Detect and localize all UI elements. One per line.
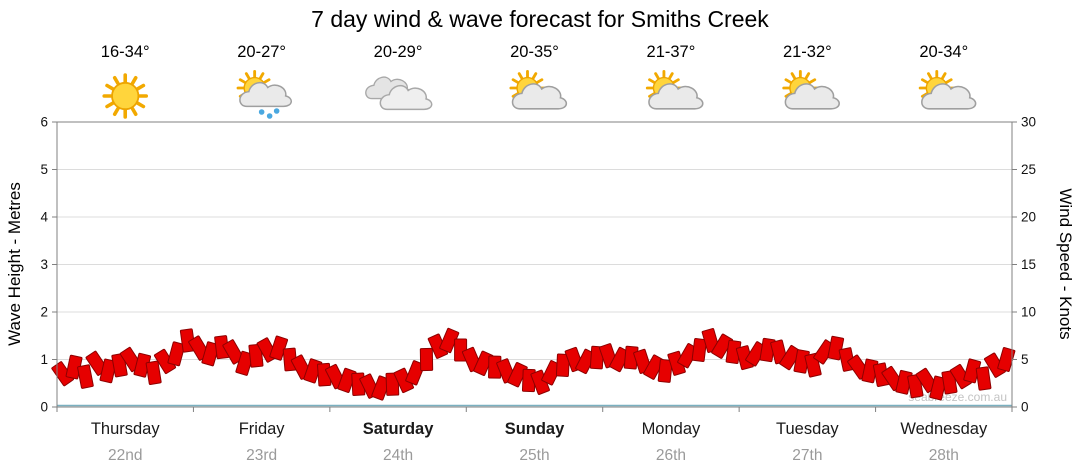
weather-icon-sun-cloud bbox=[509, 69, 568, 110]
chart-title: 7 day wind & wave forecast for Smiths Cr… bbox=[311, 6, 769, 32]
right-tick-label: 0 bbox=[1021, 400, 1029, 415]
raindrop-shape bbox=[273, 108, 280, 114]
cloud-shape bbox=[379, 84, 433, 111]
day-date-label: 27th bbox=[792, 447, 822, 464]
cloud-shape bbox=[511, 83, 568, 110]
wind-barb bbox=[77, 364, 94, 389]
wind-barb bbox=[711, 333, 734, 359]
left-tick-label: 5 bbox=[40, 162, 48, 177]
day-date-label: 26th bbox=[656, 447, 686, 464]
temperature-label: 21-32° bbox=[783, 43, 832, 61]
watermark: seabreeze.com.au bbox=[908, 390, 1007, 404]
day-name-label: Sunday bbox=[505, 420, 565, 438]
wind-barb bbox=[405, 360, 426, 386]
wind-barb bbox=[975, 366, 992, 391]
left-tick-label: 4 bbox=[40, 210, 48, 225]
sun-shape bbox=[102, 73, 149, 119]
day-name-label: Saturday bbox=[363, 420, 434, 438]
weather-icon-sun-cloud bbox=[645, 69, 704, 110]
day-name-label: Thursday bbox=[91, 420, 161, 438]
day-date-label: 28th bbox=[929, 447, 959, 464]
wind-barb bbox=[145, 360, 162, 385]
temperature-label: 20-34° bbox=[919, 43, 968, 61]
left-tick-label: 3 bbox=[40, 257, 48, 272]
wind-barb bbox=[99, 358, 117, 384]
weather-icon-sunny bbox=[102, 73, 149, 119]
cloud-shape bbox=[784, 83, 840, 110]
temperature-label: 20-35° bbox=[510, 43, 559, 61]
day-date-label: 25th bbox=[519, 447, 549, 464]
right-tick-label: 30 bbox=[1021, 115, 1036, 130]
wind-barb-series bbox=[51, 327, 1016, 401]
wind-barb bbox=[235, 350, 254, 376]
raindrop-shape bbox=[258, 109, 265, 115]
day-date-label: 24th bbox=[383, 447, 413, 464]
day-name-label: Monday bbox=[642, 420, 701, 438]
left-tick-label: 1 bbox=[40, 352, 48, 367]
wind-barb bbox=[201, 341, 220, 367]
cloud-shape bbox=[921, 83, 977, 110]
wind-barb bbox=[691, 337, 708, 363]
weather-icon-sun-cloud bbox=[782, 69, 840, 110]
day-name-label: Wednesday bbox=[900, 420, 988, 438]
left-tick-label: 2 bbox=[40, 305, 48, 320]
temperature-label: 20-27° bbox=[237, 43, 286, 61]
day-name-label: Tuesday bbox=[776, 420, 839, 438]
weather-icon-sun-cloud bbox=[918, 69, 977, 110]
wind-barb bbox=[248, 343, 264, 368]
temperature-label: 21-37° bbox=[647, 43, 696, 61]
day-date-label: 23rd bbox=[246, 447, 277, 464]
right-tick-label: 25 bbox=[1021, 162, 1036, 177]
cloud-shape bbox=[239, 81, 292, 108]
right-tick-label: 5 bbox=[1021, 352, 1029, 367]
temperature-label: 20-29° bbox=[374, 43, 423, 61]
raindrop-shape bbox=[266, 113, 273, 119]
wind-barb bbox=[929, 375, 947, 401]
right-tick-label: 20 bbox=[1021, 210, 1036, 225]
left-tick-label: 0 bbox=[40, 400, 48, 415]
weather-icon-cloudy bbox=[365, 76, 433, 111]
wind-barb bbox=[657, 358, 673, 383]
left-tick-label: 6 bbox=[40, 115, 48, 130]
day-date-label: 22nd bbox=[108, 447, 142, 464]
wind-barb bbox=[167, 341, 186, 367]
right-tick-label: 10 bbox=[1021, 305, 1036, 320]
right-tick-label: 15 bbox=[1021, 257, 1036, 272]
day-name-label: Friday bbox=[239, 420, 286, 438]
weather-icon-sun-rain bbox=[236, 69, 292, 119]
cloud-shape bbox=[648, 83, 704, 110]
wind-barb bbox=[419, 347, 434, 372]
temperature-label: 16-34° bbox=[101, 43, 150, 61]
wind-barb bbox=[555, 353, 570, 377]
